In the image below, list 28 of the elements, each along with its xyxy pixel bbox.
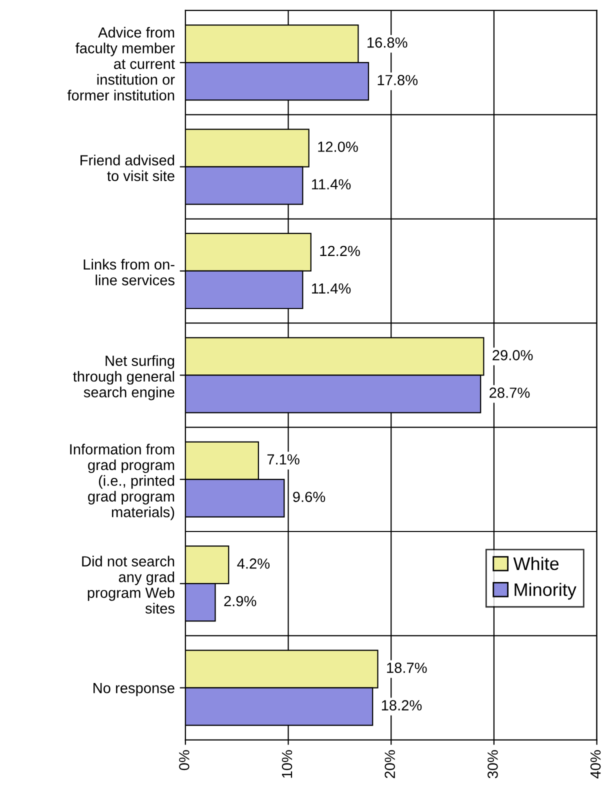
- data-label: 18.7%: [387, 662, 427, 673]
- data-label: 9.6%: [293, 492, 326, 502]
- y-tick-label: Did not search any grad program Web sites: [82, 556, 174, 614]
- y-tick-label: Links from on- line services: [84, 258, 174, 286]
- y-tick-label: Information from grad program (i.e., printed grad program materials): [70, 444, 174, 520]
- data-label: 2.9%: [224, 596, 256, 606]
- data-label: 7.1%: [267, 454, 300, 464]
- y-tick-label: No response: [94, 683, 174, 696]
- x-tick-label: 10%: [282, 750, 292, 778]
- data-label: 17.8%: [378, 74, 418, 86]
- y-tick-label: Advice from faculty member at current institution or former institution: [67, 26, 175, 100]
- y-tick-label: Net surfing through general search engine: [73, 355, 174, 400]
- legend-label: White: [513, 556, 559, 570]
- data-label: 11.4%: [312, 283, 351, 294]
- y-tick-label: Friend advised to visit site: [80, 154, 174, 182]
- data-label: 29.0%: [492, 350, 533, 360]
- data-label: 28.7%: [490, 388, 530, 398]
- x-tick-label: 30%: [488, 750, 498, 778]
- x-tick-label: 20%: [384, 750, 396, 778]
- legend-label: Minority: [514, 582, 576, 600]
- x-tick-label: 40%: [590, 750, 601, 778]
- data-label: 12.2%: [320, 246, 360, 256]
- data-label: 12.0%: [318, 142, 358, 152]
- data-label: 4.2%: [237, 558, 270, 569]
- x-tick-label: 0%: [179, 750, 190, 770]
- data-label: 16.8%: [368, 37, 408, 48]
- data-label: 11.4%: [312, 179, 351, 190]
- data-label: 18.2%: [382, 700, 422, 710]
